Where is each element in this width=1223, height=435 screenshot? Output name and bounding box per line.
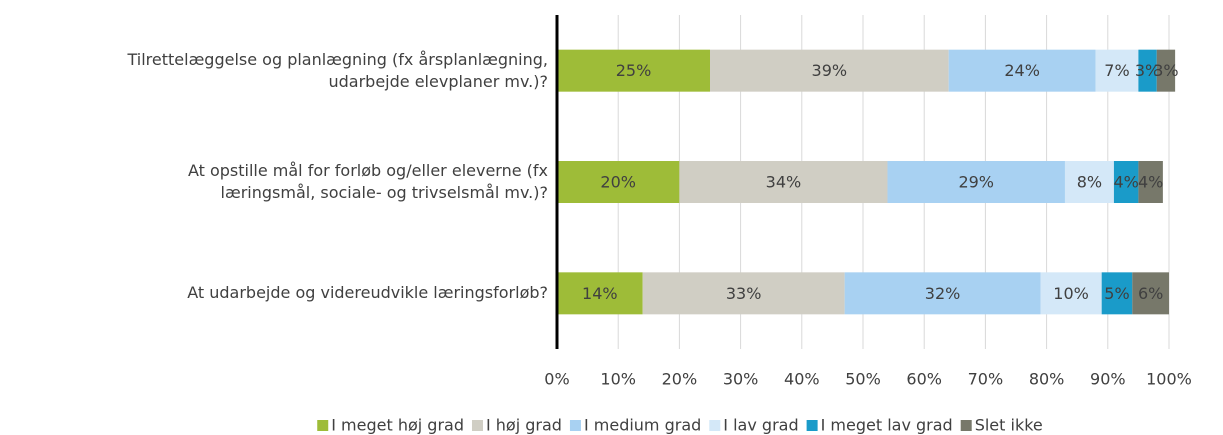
x-tick-label: 40% <box>784 370 820 389</box>
bar-segment <box>1040 272 1102 315</box>
bar-segment <box>710 49 949 92</box>
legend-swatch <box>317 420 329 431</box>
data-label: 5% <box>1104 284 1129 303</box>
legend-label: I høj grad <box>486 416 562 435</box>
data-label: 32% <box>925 284 961 303</box>
data-label: 20% <box>600 173 636 192</box>
legend-label: I medium grad <box>584 416 701 435</box>
data-label: 8% <box>1077 173 1102 192</box>
bar-segment <box>557 49 710 92</box>
bar-segment <box>1095 49 1139 92</box>
data-label: 34% <box>766 173 802 192</box>
legend-swatch <box>709 420 721 431</box>
x-tick-label: 30% <box>723 370 759 389</box>
category-label: At opstille mål for forløb og/eller elev… <box>187 161 548 202</box>
data-label: 24% <box>1004 61 1040 80</box>
data-label: 29% <box>958 173 994 192</box>
x-tick-label: 50% <box>845 370 881 389</box>
legend-swatch <box>471 420 483 431</box>
x-tick-label: 10% <box>600 370 636 389</box>
legend-swatch <box>960 420 972 431</box>
data-label: 39% <box>812 61 848 80</box>
x-tick-label: 60% <box>906 370 942 389</box>
category-label: Tilrettelæggelse og planlægning (fx årsp… <box>127 49 549 91</box>
bar-segment <box>1101 272 1133 315</box>
category-label: At udarbejde og videreudvikle læringsfor… <box>187 283 548 303</box>
data-label: 25% <box>616 61 652 80</box>
data-label: 14% <box>582 284 618 303</box>
bar-segment <box>557 272 643 315</box>
legend-label: I meget lav grad <box>821 416 953 435</box>
legend-label: I meget høj grad <box>331 416 464 435</box>
bar-segment <box>1156 49 1176 92</box>
x-tick-label: 70% <box>968 370 1004 389</box>
bar-segment <box>1113 161 1139 203</box>
data-label: 10% <box>1053 284 1089 303</box>
bar-segment <box>1138 161 1163 203</box>
x-tick-label: 100% <box>1146 370 1192 389</box>
bar-segment <box>1064 161 1114 203</box>
bar-segment <box>642 272 845 315</box>
data-label: 3% <box>1135 61 1160 80</box>
data-label: 3% <box>1153 61 1178 80</box>
legend-label: Slet ikke <box>975 416 1043 435</box>
legend-label: I lav grad <box>723 416 798 435</box>
bar-segment <box>948 49 1096 92</box>
data-label: 4% <box>1138 173 1163 192</box>
x-tick-label: 20% <box>662 370 698 389</box>
legend-swatch <box>569 420 581 431</box>
x-tick-label: 0% <box>544 370 569 389</box>
data-label: 33% <box>726 284 762 303</box>
data-label: 4% <box>1113 173 1138 192</box>
bar-segment <box>1138 49 1157 92</box>
x-tick-label: 90% <box>1090 370 1126 389</box>
data-label: 7% <box>1104 61 1129 80</box>
legend-swatch <box>806 420 818 431</box>
bar-segment <box>557 161 680 203</box>
bar-segment <box>887 161 1065 203</box>
x-tick-label: 80% <box>1029 370 1065 389</box>
bar-segment <box>679 161 888 203</box>
bar-segment <box>844 272 1041 315</box>
data-label: 6% <box>1138 284 1163 303</box>
bar-segment <box>1132 272 1169 315</box>
